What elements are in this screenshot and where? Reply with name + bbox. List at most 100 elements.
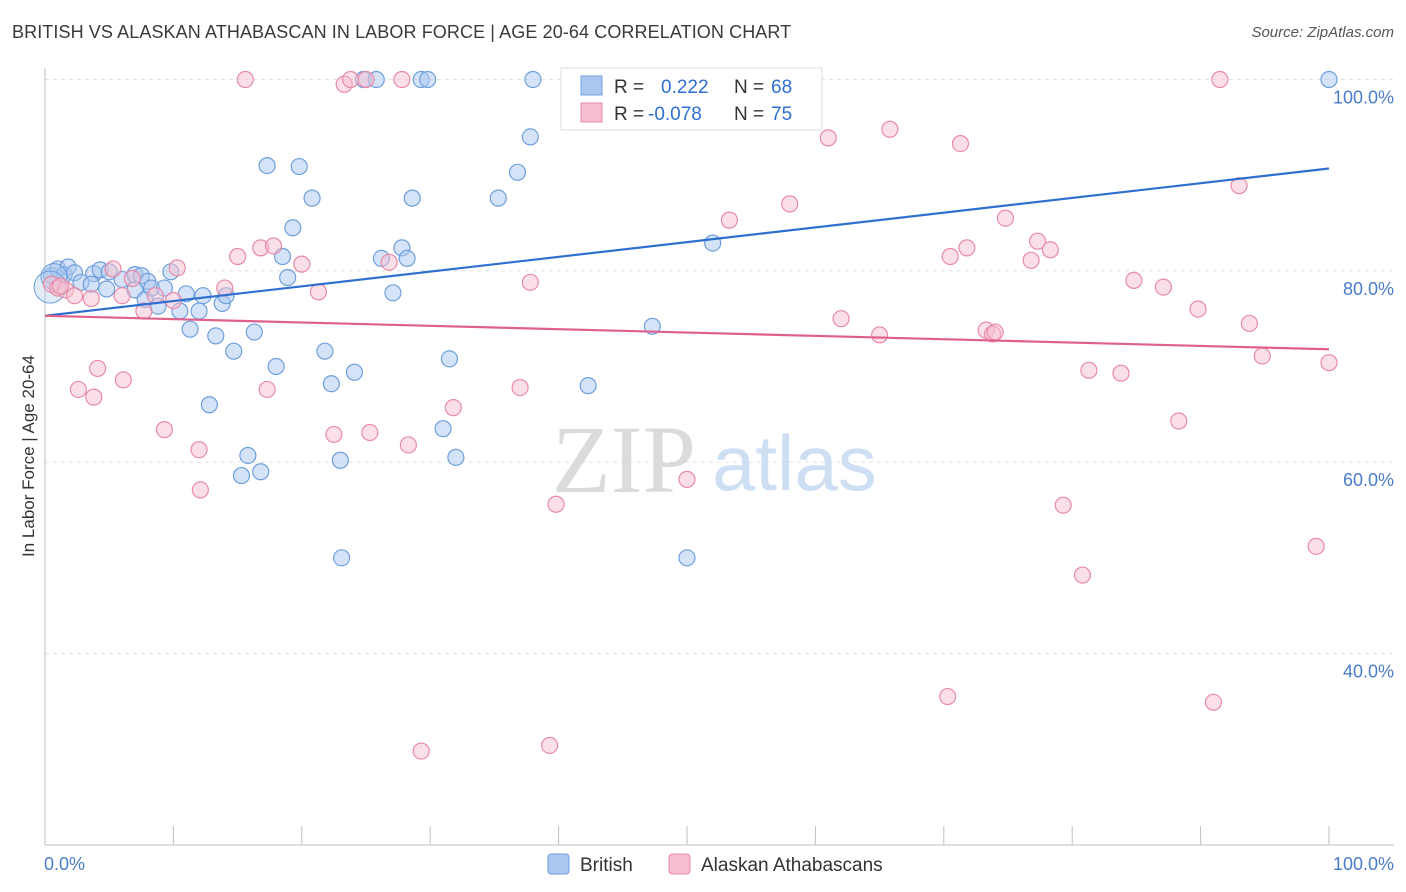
british-point-59 bbox=[489, 189, 507, 207]
grid-lines bbox=[45, 79, 1394, 654]
british-trend-line bbox=[44, 167, 1330, 317]
british-point-36 bbox=[267, 357, 285, 376]
british-bottom-swatch bbox=[547, 853, 570, 875]
alaskan-point-32 bbox=[380, 253, 398, 271]
british-point-23 bbox=[181, 320, 199, 338]
british-point-31 bbox=[232, 466, 251, 485]
alaskan-point-38 bbox=[521, 273, 539, 291]
british-point-55 bbox=[419, 70, 437, 89]
alaskan-point-3 bbox=[65, 287, 84, 305]
alaskan-point-47 bbox=[881, 120, 899, 138]
y-tick-label-100: 100.0% bbox=[1333, 88, 1394, 108]
alaskan-legend-swatch bbox=[580, 102, 603, 123]
british-point-56 bbox=[434, 420, 452, 438]
alaskan-r-label: R = bbox=[614, 104, 644, 125]
british-point-27 bbox=[207, 327, 225, 345]
alaskan-point-40 bbox=[541, 736, 559, 754]
british-point-26 bbox=[200, 396, 218, 414]
alaskan-points bbox=[42, 70, 1338, 760]
alaskan-point-34 bbox=[399, 436, 417, 454]
british-point-67 bbox=[1320, 70, 1338, 89]
alaskan-trend-line bbox=[44, 314, 1330, 351]
alaskan-bottom-swatch bbox=[668, 853, 691, 875]
alaskan-point-4 bbox=[69, 380, 87, 399]
stats-legend-box bbox=[560, 67, 823, 131]
british-point-30 bbox=[225, 342, 243, 360]
british-point-52 bbox=[398, 249, 416, 267]
alaskan-point-62 bbox=[1112, 364, 1130, 382]
british-point-34 bbox=[252, 463, 270, 481]
alaskan-point-73 bbox=[1320, 354, 1338, 372]
alaskan-point-24 bbox=[264, 237, 283, 255]
alaskan-point-74 bbox=[51, 277, 70, 295]
british-point-64 bbox=[643, 317, 661, 335]
alaskan-point-55 bbox=[996, 209, 1015, 227]
alaskan-point-10 bbox=[114, 371, 132, 389]
alaskan-point-50 bbox=[951, 134, 970, 153]
alaskan-point-56 bbox=[1022, 251, 1040, 269]
alaskan-point-58 bbox=[1041, 241, 1059, 259]
alaskan-point-5 bbox=[82, 289, 100, 308]
alaskan-point-42 bbox=[720, 211, 738, 229]
alaskan-point-8 bbox=[104, 260, 122, 278]
chart-title: BRITISH VS ALASKAN ATHABASCAN IN LABOR F… bbox=[12, 22, 792, 42]
x-ticks bbox=[44, 826, 1330, 845]
british-point-40 bbox=[290, 157, 308, 176]
watermark-atlas: atlas bbox=[712, 419, 877, 507]
alaskan-point-49 bbox=[941, 247, 959, 266]
british-point-57 bbox=[440, 350, 459, 368]
alaskan-point-60 bbox=[1073, 566, 1092, 584]
alaskan-point-66 bbox=[1189, 300, 1207, 318]
alaskan-point-63 bbox=[1125, 271, 1143, 289]
alaskan-point-39 bbox=[547, 495, 565, 513]
alaskan-point-57 bbox=[1028, 232, 1047, 250]
x-tick-label-min: 0.0% bbox=[44, 854, 85, 874]
alaskan-point-43 bbox=[781, 195, 799, 213]
x-tick-label-max: 100.0% bbox=[1333, 854, 1394, 874]
british-point-38 bbox=[279, 268, 297, 287]
alaskan-point-35 bbox=[412, 742, 430, 760]
alaskan-r-value: -0.078 bbox=[648, 104, 702, 125]
british-point-43 bbox=[322, 375, 340, 393]
british-point-45 bbox=[333, 549, 351, 567]
alaskan-point-33 bbox=[393, 70, 411, 89]
series-legend: British Alaskan Athabascans bbox=[547, 853, 883, 876]
british-point-53 bbox=[403, 189, 421, 207]
alaskan-point-13 bbox=[146, 287, 165, 305]
british-point-62 bbox=[524, 70, 542, 89]
stats-legend: R = 0.222 N = 68 R = -0.078 N = 75 bbox=[560, 67, 823, 131]
british-point-7 bbox=[82, 275, 100, 293]
alaskan-point-46 bbox=[870, 326, 889, 344]
alaskan-point-72 bbox=[1307, 537, 1325, 555]
british-n-value: 68 bbox=[771, 77, 792, 98]
alaskan-point-44 bbox=[819, 129, 837, 147]
british-point-44 bbox=[331, 451, 349, 469]
alaskan-point-18 bbox=[191, 481, 209, 499]
alaskan-point-48 bbox=[939, 687, 957, 706]
alaskan-point-31 bbox=[361, 423, 379, 442]
y-tick-label-40: 40.0% bbox=[1343, 662, 1394, 682]
british-point-25 bbox=[194, 287, 212, 305]
alaskan-n-label: N = bbox=[734, 104, 764, 125]
alaskan-point-15 bbox=[168, 259, 186, 277]
british-point-61 bbox=[521, 128, 539, 146]
alaskan-bottom-label: Alaskan Athabascans bbox=[701, 855, 883, 876]
alaskan-point-67 bbox=[1204, 693, 1223, 711]
british-point-41 bbox=[303, 189, 321, 207]
british-point-63 bbox=[579, 377, 597, 395]
british-point-10 bbox=[98, 280, 116, 298]
alaskan-point-54 bbox=[986, 323, 1004, 341]
chart-source: Source: ZipAtlas.com bbox=[1251, 24, 1394, 41]
alaskan-point-65 bbox=[1170, 412, 1188, 430]
british-legend-swatch bbox=[580, 75, 603, 96]
alaskan-point-68 bbox=[1211, 70, 1229, 89]
british-bottom-label: British bbox=[580, 855, 633, 876]
alaskan-point-7 bbox=[89, 359, 107, 378]
alaskan-point-14 bbox=[155, 421, 174, 439]
alaskan-point-26 bbox=[309, 283, 328, 301]
british-point-46 bbox=[345, 363, 364, 381]
watermark: ZIP atlas bbox=[552, 406, 877, 513]
british-point-24 bbox=[190, 302, 208, 320]
british-r-value: 0.222 bbox=[661, 77, 709, 98]
